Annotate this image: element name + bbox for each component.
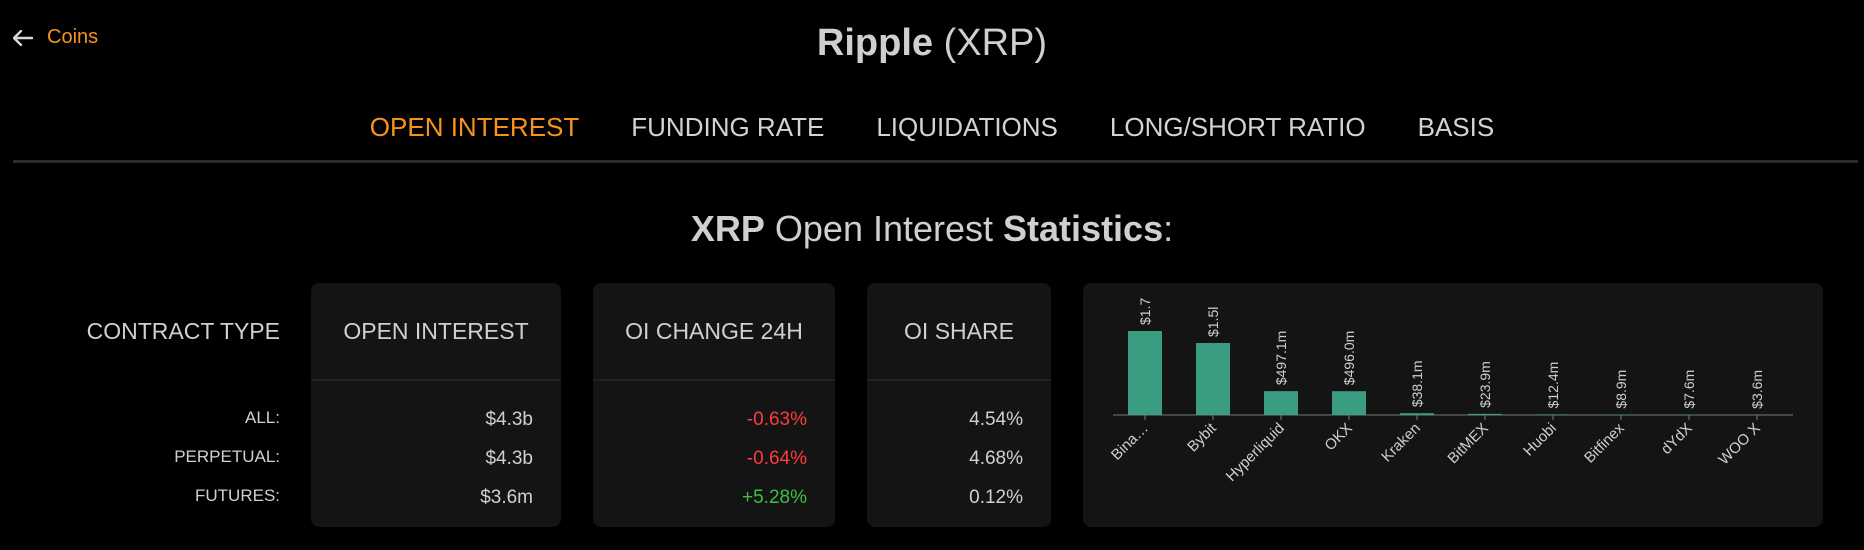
oi-share-futures: 0.12% <box>969 487 1023 508</box>
contract-type-header: CONTRACT TYPE <box>86 318 280 344</box>
page-title: Ripple (XRP) <box>0 22 1864 65</box>
x-tick-label: Kraken <box>1378 420 1424 466</box>
stats-title-middle: Open Interest <box>764 208 1004 249</box>
contract-type-column: CONTRACT TYPE ALL: PERPETUAL: FUTURES: <box>40 283 280 515</box>
oi-share-all: 4.54% <box>969 409 1023 430</box>
open-interest-perpetual: $4.3b <box>485 448 533 469</box>
bar-value-label: $496.0m <box>1341 331 1357 385</box>
bar-value-label: $497.1m <box>1273 331 1289 385</box>
stats-title-bold: Statistics <box>1003 208 1164 249</box>
oi-share-perpetual: 4.68% <box>969 448 1023 469</box>
open-interest-all: $4.3b <box>485 409 533 430</box>
bar-value-label: $8.9m <box>1613 370 1629 409</box>
exchange-oi-chart-card: $1.7 Bina… $1.5l Bybit $497.1m Hyperliquid $49… <box>1083 283 1823 527</box>
oi-share-card: OI SHARE 4.54% 4.68% 0.12% <box>867 283 1051 527</box>
bar-value-label: $38.1m <box>1409 360 1425 407</box>
coin-name: Ripple <box>816 22 934 64</box>
stats-title-suffix: : <box>1163 208 1174 249</box>
bar-kraken[interactable] <box>1400 413 1434 415</box>
open-interest-futures: $3.6m <box>480 487 533 508</box>
x-tick-label: OKX <box>1321 420 1355 454</box>
exchange-oi-bar-chart: $1.7 Bina… $1.5l Bybit $497.1m Hyperliquid $49… <box>1108 298 1793 485</box>
oi-change-all: -0.63% <box>746 409 807 430</box>
open-interest-card: OPEN INTEREST $4.3b $4.3b $3.6m <box>311 283 561 527</box>
x-tick-label: dYdX <box>1658 420 1696 458</box>
row-label-all: ALL: <box>245 408 280 427</box>
bar-hyperliquid[interactable] <box>1264 391 1298 415</box>
metric-tabs: OPEN INTEREST FUNDING RATE LIQUIDATIONS … <box>0 112 1864 143</box>
tab-open-interest[interactable]: OPEN INTEREST <box>369 112 580 142</box>
bar-bybit[interactable] <box>1196 343 1230 415</box>
x-tick-label: BitMEX <box>1444 420 1491 467</box>
bar-value-label: $23.9m <box>1477 361 1493 408</box>
x-tick-label: Bina… <box>1108 420 1152 464</box>
arrow-left-icon <box>13 29 33 46</box>
row-label-perpetual: PERPETUAL: <box>174 447 280 466</box>
back-to-coins-link[interactable]: Coins <box>13 26 98 49</box>
bar-value-label: $1.7 <box>1137 298 1153 325</box>
oi-change-header: OI CHANGE 24H <box>593 283 835 381</box>
bar-value-label: $7.6m <box>1681 370 1697 409</box>
oi-change-card: OI CHANGE 24H -0.63% -0.64% +5.28% <box>593 283 835 527</box>
x-tick-label: Bitfinex <box>1581 419 1628 466</box>
x-tick-label: Bybit <box>1184 419 1220 455</box>
x-tick-label: Hyperliquid <box>1223 420 1288 485</box>
back-link-label: Coins <box>47 26 99 48</box>
bar-huobi[interactable] <box>1536 414 1570 415</box>
bar-bitmex[interactable] <box>1468 413 1502 415</box>
tab-funding-rate[interactable]: FUNDING RATE <box>631 112 825 142</box>
row-label-futures: FUTURES: <box>195 486 280 505</box>
oi-change-perpetual: -0.64% <box>746 448 807 469</box>
bar-okx[interactable] <box>1332 391 1366 415</box>
bar-bina[interactable] <box>1128 331 1162 415</box>
coin-symbol: (XRP) <box>943 22 1048 64</box>
oi-change-futures: +5.28% <box>742 487 807 508</box>
tab-long-short-ratio[interactable]: LONG/SHORT RATIO <box>1109 112 1366 142</box>
open-interest-header: OPEN INTEREST <box>311 283 561 381</box>
bar-value-label: $1.5l <box>1205 307 1221 337</box>
tab-basis[interactable]: BASIS <box>1417 112 1495 142</box>
tabs-divider <box>13 160 1858 163</box>
oi-share-header: OI SHARE <box>867 283 1051 381</box>
bar-value-label: $12.4m <box>1545 362 1561 409</box>
stats-title-symbol: XRP <box>690 208 765 249</box>
x-tick-label: WOO X <box>1715 420 1764 469</box>
bar-value-label: $3.6m <box>1749 370 1765 409</box>
tab-liquidations[interactable]: LIQUIDATIONS <box>876 112 1058 142</box>
stats-title: XRP Open Interest Statistics: <box>0 208 1864 250</box>
x-tick-label: Huobi <box>1520 420 1560 460</box>
